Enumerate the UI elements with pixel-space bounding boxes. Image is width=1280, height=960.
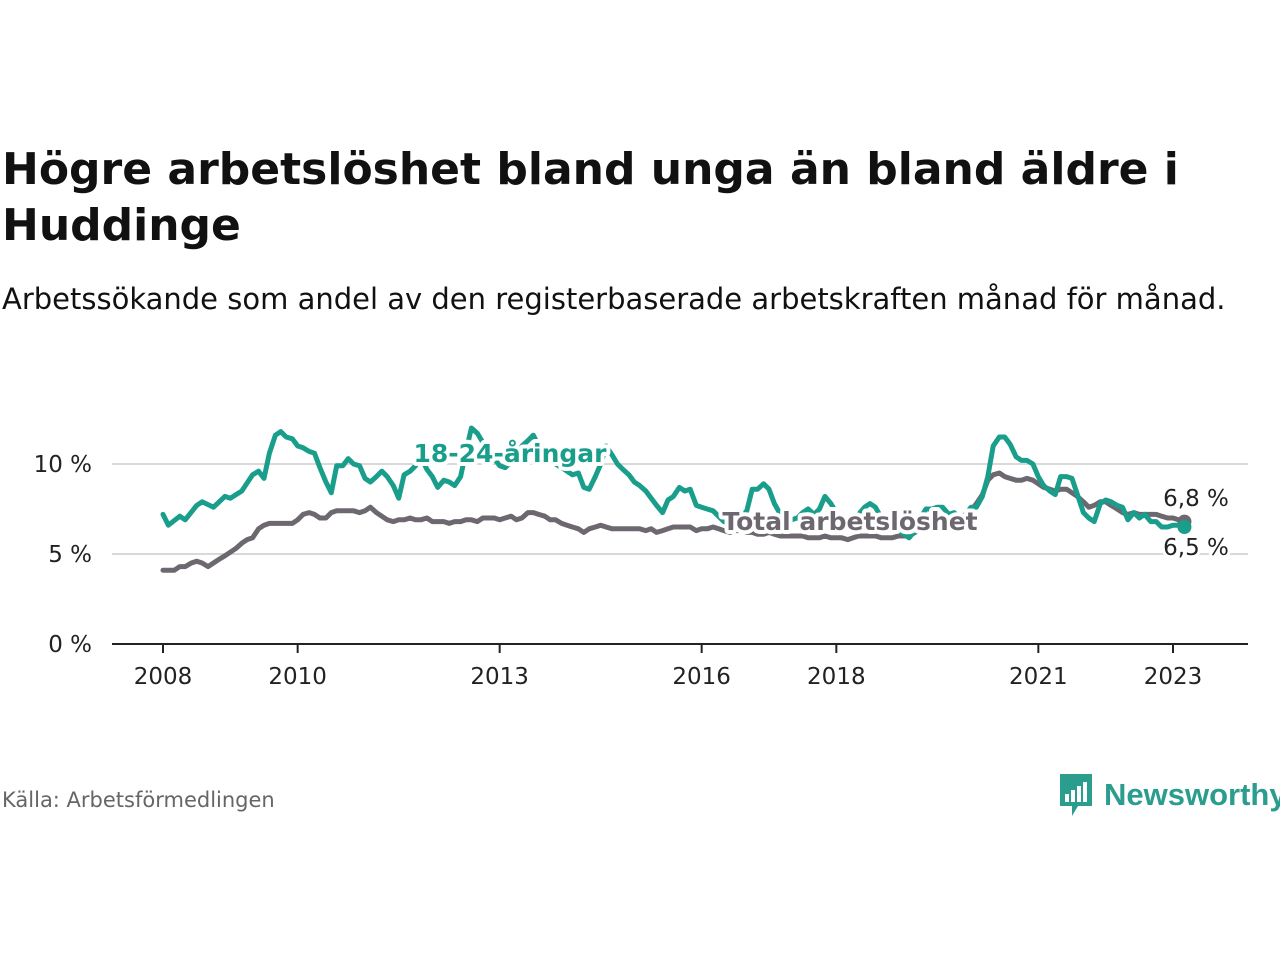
newsworthy-logo-icon xyxy=(1060,774,1092,816)
y-tick-label: 5 % xyxy=(48,542,92,568)
line-chart: 0 %5 %10 % 2008 2010 2013 2016 2018 2021 2023 … xyxy=(34,425,1248,690)
y-tick-label: 10 % xyxy=(34,452,92,478)
grid-lines xyxy=(112,463,1248,555)
series-labels: 18-24-åringar Total arbetslöshet 6,8 % 6,5 … xyxy=(410,435,1232,564)
series-line-1 xyxy=(160,470,1187,573)
series-label-youth: 18-24-åringar xyxy=(414,439,608,468)
x-tick-label: 2018 xyxy=(807,664,866,690)
chart-title: Högre arbetslöshet bland unga än bland ä… xyxy=(2,144,1179,251)
end-label-total: 6,8 % xyxy=(1163,486,1229,512)
x-tick-label: 2023 xyxy=(1144,664,1203,690)
y-axis: 0 % 5 % 10 % xyxy=(34,452,92,658)
source-note: Källa: Arbetsförmedlingen xyxy=(2,788,275,812)
x-tick-label: 2008 xyxy=(134,664,193,690)
series-end-point-0 xyxy=(1177,520,1192,534)
x-tick-label: 2013 xyxy=(470,664,529,690)
x-tick-label: 2010 xyxy=(268,664,327,690)
y-tick-label: 0 % xyxy=(48,632,92,658)
chart-subtitle: Arbetssökande som andel av den registerb… xyxy=(2,282,1226,316)
series-label-total: Total arbetslöshet xyxy=(722,507,977,536)
series-lines xyxy=(160,425,1192,573)
x-tick-label: 2021 xyxy=(1009,664,1068,690)
brand-name: Newsworthy xyxy=(1104,777,1280,812)
end-label-youth: 6,5 % xyxy=(1163,535,1229,561)
x-axis: 2008 2010 2013 2016 2018 2021 2023 xyxy=(112,643,1248,690)
newsworthy-logo: Newsworthy xyxy=(1058,770,1280,820)
x-tick-label: 2016 xyxy=(672,664,731,690)
series-line-0 xyxy=(160,425,1187,541)
